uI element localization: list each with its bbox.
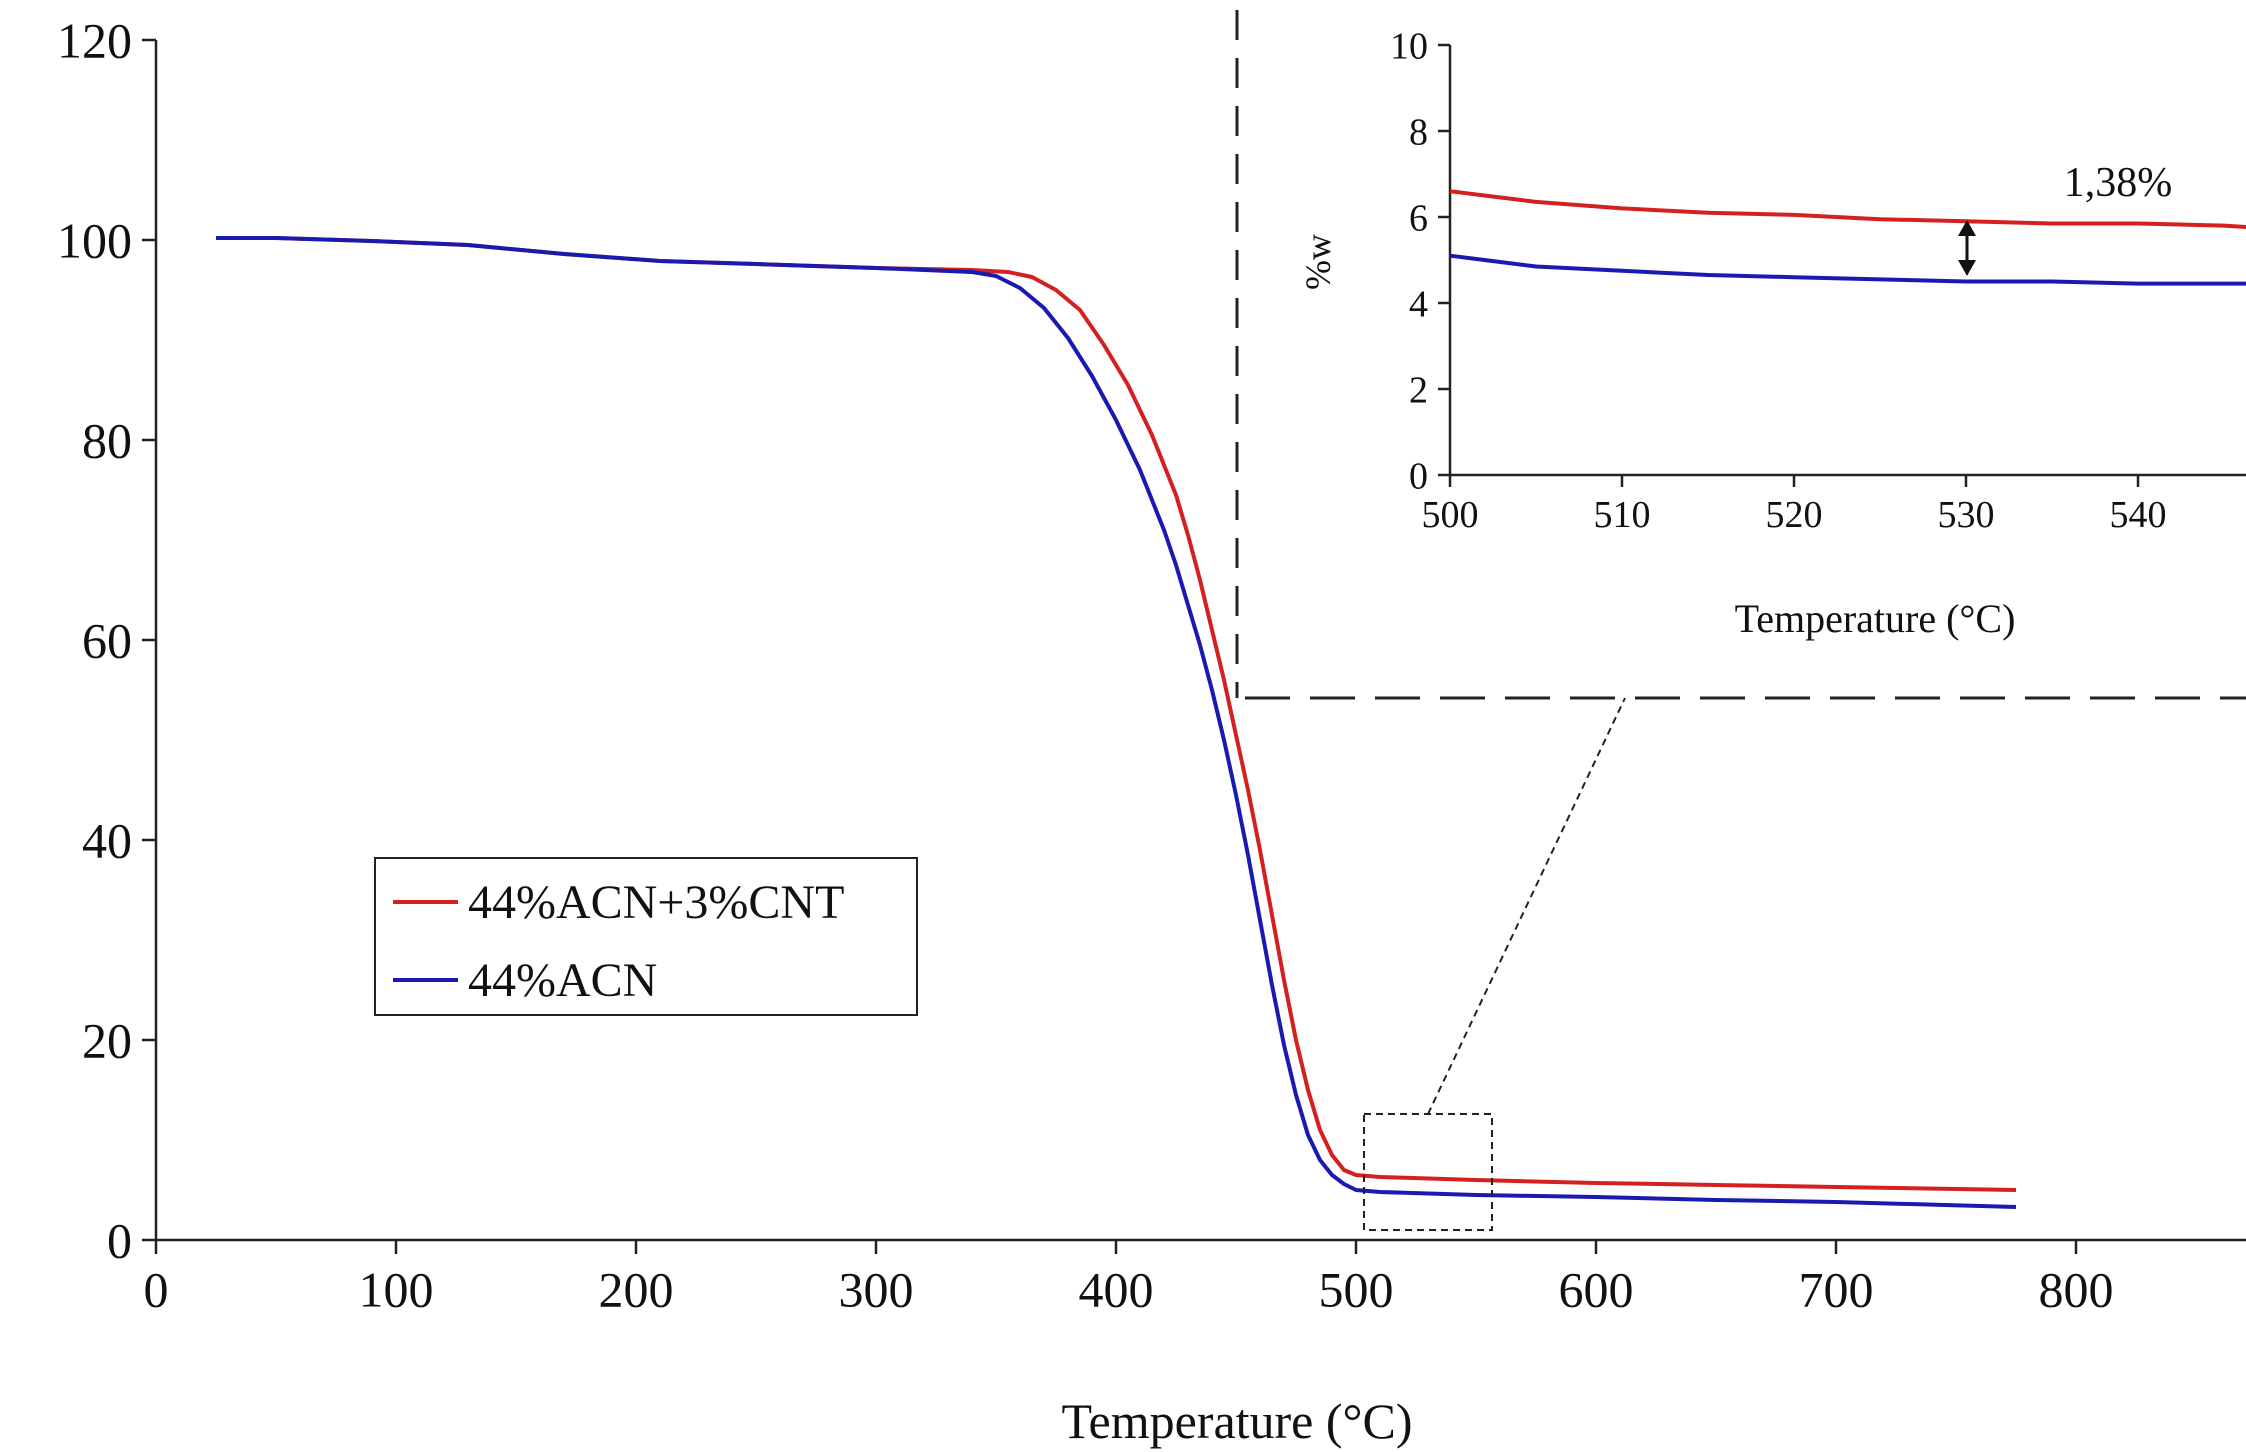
inset-series-line-1 <box>1449 253 2246 286</box>
inset-y-tick-label: 10 <box>1390 25 1428 67</box>
inset-y-tick-label: 0 <box>1409 455 1428 497</box>
inset-y-ticks: 0 2 4 6 8 10 <box>1390 25 1450 497</box>
main-y-tick-label: 0 <box>107 1213 132 1269</box>
inset-x-tick-label: 540 <box>2110 494 2167 536</box>
main-series-group <box>216 236 2017 1209</box>
main-x-tick-label: 0 <box>144 1262 169 1318</box>
inset-series-group <box>1449 189 2246 286</box>
zoom-connector-line <box>1427 697 1626 1115</box>
main-x-tick-label: 700 <box>1799 1262 1874 1318</box>
main-x-tick-label: 600 <box>1559 1262 1634 1318</box>
main-x-axis-title: Temperature (°C) <box>1061 1393 1412 1449</box>
inset-x-tick-label: 530 <box>1938 494 1995 536</box>
main-x-ticks: 0 100 200 300 400 500 600 700 800 <box>144 1240 2114 1318</box>
main-x-tick-label: 300 <box>839 1262 914 1318</box>
inset-y-tick-label: 8 <box>1409 111 1428 153</box>
difference-annotation: 1,38% <box>2064 160 2173 206</box>
legend-label-acn: 44%ACN <box>468 954 657 1007</box>
main-y-tick-label: 120 <box>57 13 132 69</box>
inset-x-tick-label: 520 <box>1766 494 1823 536</box>
main-series-line-0 <box>216 236 2017 1192</box>
inset-x-ticks: 500 510 520 530 540 <box>1422 475 2167 536</box>
inset-x-tick-label: 510 <box>1594 494 1651 536</box>
difference-arrow <box>1958 220 1976 276</box>
main-x-tick-label: 100 <box>359 1262 434 1318</box>
difference-arrow-head-up <box>1958 220 1976 236</box>
main-x-tick-label: 400 <box>1079 1262 1154 1318</box>
main-x-tick-label: 500 <box>1319 1262 1394 1318</box>
inset-y-tick-label: 4 <box>1409 283 1428 325</box>
main-series-line-1 <box>216 236 2017 1209</box>
legend-label-cnt: 44%ACN+3%CNT <box>468 876 844 929</box>
main-x-tick-label: 800 <box>2039 1262 2114 1318</box>
main-y-tick-label: 40 <box>82 813 132 869</box>
main-y-tick-label: 80 <box>82 413 132 469</box>
main-y-tick-label: 100 <box>57 213 132 269</box>
zoom-region-box <box>1363 1113 1493 1231</box>
inset-y-tick-label: 2 <box>1409 369 1428 411</box>
main-y-tick-label: 60 <box>82 613 132 669</box>
inset-plot: 0 2 4 6 8 10 500 510 520 530 540 %w Temperature (… <box>1298 25 2246 641</box>
zoom-callout <box>1235 10 2246 1231</box>
legend-box <box>374 857 918 1016</box>
main-y-ticks: 0 20 40 60 80 100 120 <box>57 13 156 1269</box>
legend: 44%ACN+3%CNT 44%ACN <box>374 857 918 1016</box>
inset-x-tick-label: 500 <box>1422 494 1479 536</box>
main-x-tick-label: 200 <box>599 1262 674 1318</box>
difference-arrow-head-down <box>1958 260 1976 276</box>
inset-x-axis-title: Temperature (°C) <box>1735 596 2016 641</box>
inset-y-tick-label: 6 <box>1409 197 1428 239</box>
inset-series-line-0 <box>1449 189 2246 230</box>
main-y-tick-label: 20 <box>82 1013 132 1069</box>
inset-y-axis-title: %w <box>1298 234 1338 290</box>
